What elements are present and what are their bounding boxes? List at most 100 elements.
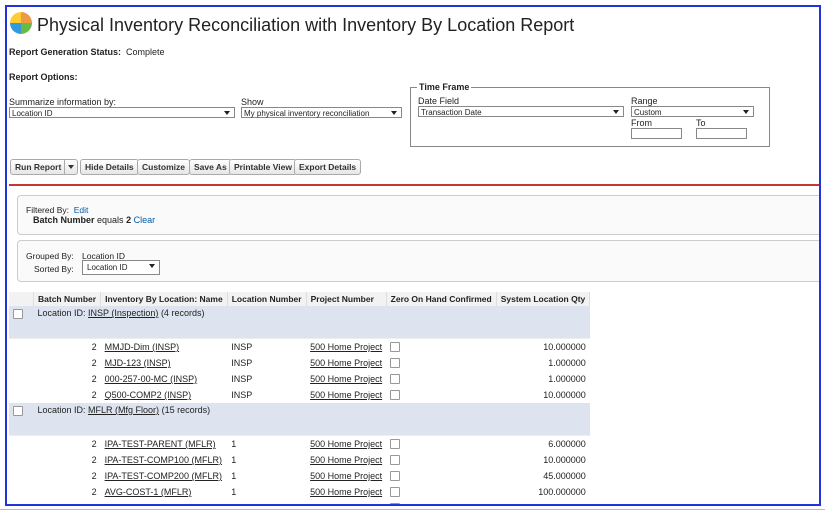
- location-number: 1: [231, 471, 237, 481]
- sorted-select[interactable]: Location ID: [82, 260, 160, 275]
- project-cell: 500 Home Project: [306, 468, 386, 484]
- project-link[interactable]: 500 Home Project: [310, 390, 383, 400]
- system-qty: 10.000000: [543, 390, 586, 400]
- name-link[interactable]: Q500-COMP2 (INSP): [104, 390, 192, 400]
- column-header: System Location Qty: [496, 292, 591, 306]
- system-qty: 1.000000: [548, 374, 586, 384]
- project-cell: 500 Home Project: [306, 371, 386, 387]
- report-frame: Physical Inventory Reconciliation with I…: [5, 5, 821, 506]
- data-row: 2 IPA-TEST-COMP200 (MFLR) 1 500 Home Projec…: [9, 468, 590, 484]
- project-link[interactable]: 500 Home Project: [310, 342, 383, 352]
- batch-number: 2: [91, 342, 97, 352]
- batch-number: 2: [91, 455, 97, 465]
- divider: [9, 184, 819, 186]
- header-row: Batch Number Inventory By Location: Name L…: [9, 292, 591, 306]
- group-prefix: Location ID:: [37, 405, 86, 415]
- system-qty: 5.000000: [496, 500, 590, 504]
- group-count: (15 records): [161, 405, 211, 415]
- location-number: INSP: [231, 342, 253, 352]
- name-link[interactable]: MJD-123 (INSP): [104, 358, 171, 368]
- name-link[interactable]: 000-257-00-MC (INSP): [104, 374, 198, 384]
- range-select[interactable]: Custom: [631, 106, 754, 117]
- batch-number: 2: [91, 390, 97, 400]
- run-report-button[interactable]: Run Report: [10, 159, 79, 175]
- project-cell: 500 Home Project: [306, 452, 386, 468]
- status-label: Report Generation Status:: [9, 47, 122, 57]
- project-link[interactable]: 500 Home Project: [310, 455, 383, 465]
- group-checkbox[interactable]: [13, 405, 23, 416]
- from-input[interactable]: [631, 128, 682, 139]
- zero-on-hand-cell: [386, 355, 496, 371]
- name-link[interactable]: MMJD-Dim (INSP): [104, 342, 180, 352]
- to-label: To: [696, 118, 706, 128]
- column-header: Project Number: [306, 292, 387, 306]
- project-link[interactable]: 500 Home Project: [310, 374, 383, 384]
- group-check-cell: [9, 306, 34, 339]
- system-qty: 10.000000: [543, 342, 586, 352]
- to-input[interactable]: [696, 128, 747, 139]
- data-row: 2 IPA-TEST-COMP100 (MFLR) 1 500 Home Projec…: [9, 452, 590, 468]
- column-header: Inventory By Location: Name: [100, 292, 228, 306]
- name-link[interactable]: 500-STOCK-1 (MFLR): [105, 503, 195, 504]
- project-cell: 500 Home Project: [306, 436, 386, 453]
- summarize-label: Summarize information by:: [9, 97, 117, 107]
- project-link[interactable]: 500 Home Project: [310, 503, 382, 504]
- show-select[interactable]: My physical inventory reconciliation: [241, 107, 402, 118]
- hide-details-button[interactable]: Hide Details: [80, 159, 139, 175]
- options-label: Report Options:: [9, 72, 78, 82]
- project-link[interactable]: 500 Home Project: [310, 439, 383, 449]
- location-number: 1: [231, 439, 237, 449]
- project-link[interactable]: 500 Home Project: [310, 487, 383, 497]
- name-link[interactable]: IPA-TEST-PARENT (MFLR): [104, 439, 216, 449]
- column-header: Location Number: [227, 292, 307, 306]
- filter-field: Batch Number: [33, 215, 95, 225]
- name-cell: Q500-COMP2 (INSP): [101, 387, 228, 403]
- zero-on-hand-cell: [386, 484, 496, 500]
- split-arrow[interactable]: [64, 160, 77, 174]
- data-row: 2 MJD-123 (INSP) INSP 500 Home Project 1.000…: [9, 355, 590, 371]
- data-row: 2 IPA-TEST-PARENT (MFLR) 1 500 Home Project…: [9, 436, 590, 453]
- group-link[interactable]: MFLR (Mfg Floor): [88, 405, 160, 415]
- filter-edit[interactable]: Edit: [73, 205, 89, 215]
- group-link[interactable]: INSP (Inspection): [88, 308, 159, 318]
- zero-on-hand-checkbox: [390, 358, 401, 369]
- data-row: 2 000-257-00-MC (INSP) INSP 500 Home Projec…: [9, 371, 590, 387]
- time-frame-legend: Time Frame: [417, 82, 472, 92]
- header-cell: [9, 292, 34, 306]
- filter-criteria: Batch Number equals 2 Clear: [33, 215, 155, 225]
- export-details-button[interactable]: Export Details: [294, 159, 362, 175]
- date-field-label: Date Field: [418, 96, 460, 106]
- sorted-value: Location ID: [87, 263, 128, 272]
- printable-view-button[interactable]: Printable View: [229, 159, 297, 175]
- blank-cell: [9, 387, 34, 403]
- project-link[interactable]: 500 Home Project: [310, 358, 383, 368]
- zero-on-hand-checkbox: [390, 374, 401, 385]
- summarize-select[interactable]: Location ID: [9, 107, 235, 118]
- batch-number: 2: [91, 374, 97, 384]
- name-cell: MMJD-Dim (INSP): [101, 339, 228, 356]
- zero-on-hand-checkbox: [390, 455, 401, 466]
- data-row: 2 500-STOCK-1 (MFLR) 1 500 Home Project 5.00…: [9, 500, 590, 504]
- system-qty: 100.000000: [538, 487, 586, 497]
- group-checkbox[interactable]: [13, 308, 23, 319]
- zero-on-hand-checkbox: [390, 342, 401, 353]
- zero-on-hand-checkbox: [390, 390, 401, 401]
- system-qty: 45.000000: [543, 471, 586, 481]
- name-link[interactable]: IPA-TEST-COMP100 (MFLR): [104, 455, 222, 465]
- project-cell: 500 Home Project: [306, 484, 386, 500]
- customize-button[interactable]: Customize: [137, 159, 190, 175]
- batch-number: 2: [91, 439, 97, 449]
- blank-cell: [9, 452, 34, 468]
- bottom-rule: [0, 509, 825, 510]
- save-as-button[interactable]: Save As: [189, 159, 232, 175]
- date-field-select[interactable]: Transaction Date: [418, 106, 624, 117]
- group-label-cell: Location ID: INSP (Inspection) (4 record…: [33, 306, 590, 339]
- name-link[interactable]: IPA-TEST-COMP200 (MFLR): [104, 471, 222, 481]
- group-row: Location ID: MFLR (Mfg Floor) (15 record…: [9, 403, 590, 436]
- name-link[interactable]: AVG-COST-1 (MFLR): [104, 487, 192, 497]
- location-number: INSP: [231, 358, 253, 368]
- project-link[interactable]: 500 Home Project: [310, 471, 383, 481]
- group-check-cell: [9, 403, 34, 436]
- batch-number: 2: [34, 500, 101, 504]
- filter-clear[interactable]: Clear: [133, 215, 156, 225]
